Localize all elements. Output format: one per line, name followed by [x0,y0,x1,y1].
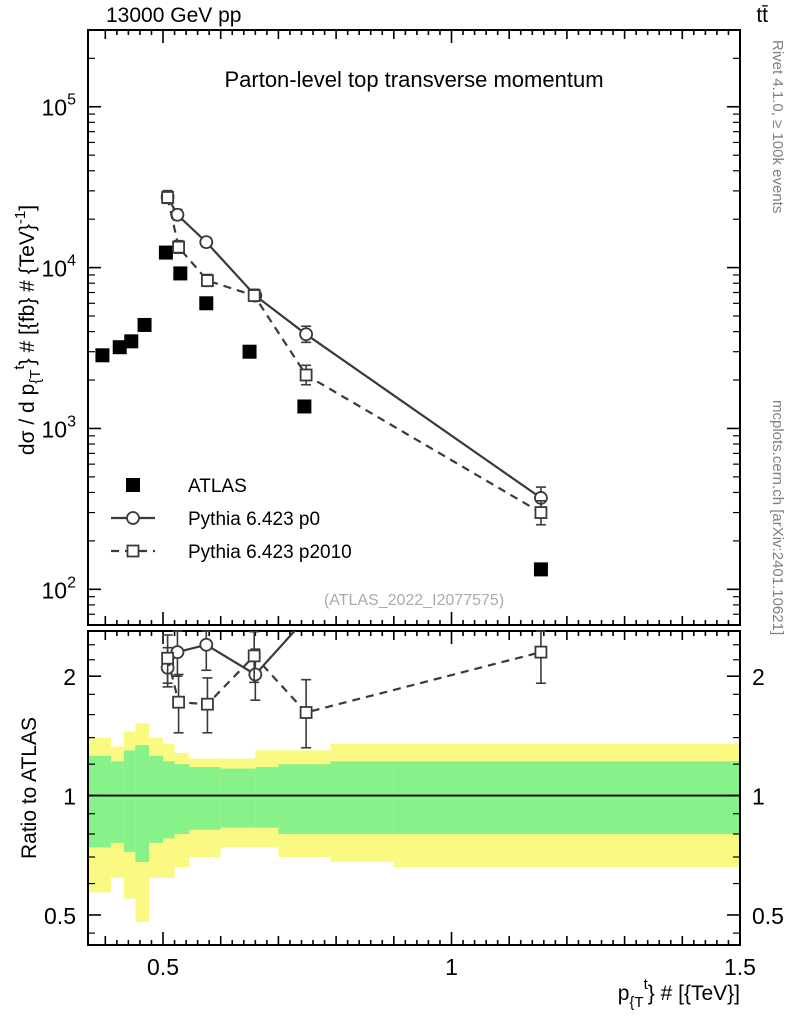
y-tick-label: 104 [42,253,77,282]
x-tick-labels: 0.5 1 1.5 [147,954,756,980]
ratio-data-point-pythia-6-423-p2010 [534,645,548,659]
data-point-atlas [124,334,139,349]
data-point-pythia-6-423-p0 [299,327,314,342]
y-axis-label: dσ / d p{Tt} # [{fb} # {TeV}-1] [11,205,44,455]
ratio-data-point-pythia-6-423-p2010 [299,706,313,719]
ratio-y-tick-label: 1 [63,784,76,810]
ratio-data-point-pythia-6-423-p2010 [161,651,175,665]
y-tick-label: 103 [42,413,77,442]
x-tick-label: 0.5 [147,954,179,980]
ratio-y-tick-label: 0.5 [752,903,784,929]
header-process-label: tt̄ [756,4,768,27]
ratio-data-point-pythia-6-423-p2010 [247,649,261,663]
legend-label: ATLAS [188,476,247,497]
main-y-tick-labels: 102 103 104 105 [42,92,77,604]
data-point-pythia-6-423-p2010 [172,240,185,254]
ratio-data-point-pythia-6-423-p0 [199,637,214,652]
data-point-atlas [173,266,188,281]
green-uncertainty-band [255,767,279,828]
data-point-atlas [199,296,214,311]
green-uncertainty-band [188,767,221,830]
green-uncertainty-band [393,761,740,835]
data-point-pythia-6-423-p0 [199,235,214,250]
green-uncertainty-band [111,761,124,843]
legend-label: Pythia 6.423 p2010 [188,542,352,563]
green-uncertainty-band [88,755,112,848]
ratio-panel: 0.5 0.5 1 1 2 2 Ratio to ATLAS 0.5 1 1.5 p{Tt} … [18,630,784,1011]
data-point-atlas [112,340,127,355]
x-axis-label: p{Tt} # [{TeV}] [618,976,740,1011]
data-point-pythia-6-423-p2010 [201,274,214,288]
legend-marker-filled-square [126,478,140,492]
green-uncertainty-band [135,745,150,863]
green-uncertainty-band [174,764,189,835]
x-tick-label: 1 [445,954,458,980]
data-point-atlas [242,344,257,359]
legend-marker-open-square [126,544,140,558]
green-uncertainty-band [330,761,394,835]
ratio-plot-frame [87,630,741,946]
ratio-data-point-pythia-6-423-p2010 [201,697,214,711]
green-uncertainty-band [220,768,256,828]
mcplots-source-note: mcplots.cern.ch [arXiv:2401.10621] [769,400,786,635]
legend: ATLAS Pythia 6.423 p0 Pythia 6.423 p2010 [111,476,352,563]
series-line-pythia-6-423-p0 [166,196,542,499]
ratio-y-axis-label: Ratio to ATLAS [18,717,41,859]
ratio-y-tick-label: 2 [752,664,765,690]
header-beam-label: 13000 GeV pp [106,4,241,27]
ratio-data-point-pythia-6-423-p2010 [172,695,185,709]
ratio-series-line-pythia-6-423-p2010 [166,651,542,714]
data-point-pythia-6-423-p0 [170,207,185,222]
uncertainty-bands [88,723,740,923]
data-point-atlas [95,348,110,363]
ratio-y-tick-label: 0.5 [44,903,76,929]
data-point-pythia-6-423-p2010 [161,191,175,204]
ratio-series-line-pythia-6-423-p0 [166,631,297,676]
data-point-pythia-6-423-p2010 [299,368,313,382]
y-tick-label: 102 [42,574,77,603]
x-tick-label: 1.5 [724,954,756,980]
data-point-pythia-6-423-p2010 [247,289,261,302]
ratio-data-series [160,630,548,749]
data-point-atlas [297,399,312,414]
ratio-y-tick-labels: 0.5 0.5 1 1 2 2 [44,664,784,929]
data-point-atlas [158,245,173,260]
rivet-version-note: Rivet 4.1.0, ≥ 100k events [769,40,786,213]
main-plot-frame [87,29,741,626]
data-point-atlas [137,317,152,332]
green-uncertainty-band [163,761,175,839]
data-point-pythia-6-423-p2010 [534,506,548,519]
series-line-pythia-6-423-p2010 [166,197,542,514]
legend-marker-open-circle [126,511,140,525]
main-data-series [95,189,548,577]
ratio-y-tick-label: 1 [752,784,765,810]
legend-label: Pythia 6.423 p0 [188,509,320,530]
main-axis-ticks [88,29,741,626]
green-uncertainty-band [149,755,164,843]
analysis-watermark: (ATLAS_2022_I2077575) [324,592,504,609]
green-uncertainty-band [123,750,136,853]
green-uncertainty-band [278,764,331,835]
ratio-data-point-pythia-6-423-p0 [248,667,263,682]
plot-title: Parton-level top transverse momentum [224,67,603,92]
y-tick-label: 105 [42,92,77,121]
data-point-atlas [533,562,548,577]
ratio-y-tick-label: 2 [63,664,76,690]
main-panel: 102 103 104 105 Parton-level top transverse… [11,29,741,626]
